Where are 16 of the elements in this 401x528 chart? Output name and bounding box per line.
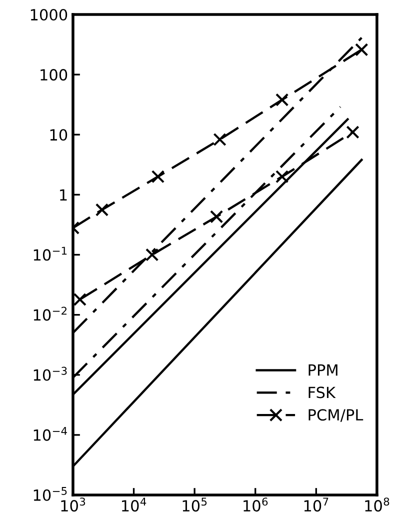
y-tick-label: 10 [50,129,68,141]
y-tick-label: 1 [60,189,67,201]
x-tick-label: 10$^{6}$ [244,498,268,512]
legend-label: FSK [308,386,336,398]
y-tick-label: 10$^{−4}$ [34,426,67,441]
y-tick-label: 10$^{−2}$ [34,306,66,321]
x-tick-label: 10$^{7}$ [304,498,328,512]
x-tick-label: 10$^{8}$ [365,498,390,512]
x-tick-label: 10$^{5}$ [182,498,207,512]
y-tick-label: 100 [40,69,68,81]
legend-label: PCM/PL [308,409,364,422]
y-tick-label: 1000 [30,8,68,21]
y-tick-label: 10$^{−1}$ [34,246,67,261]
legend-label: PPM [308,364,338,376]
x-tick-label: 10$^{4}$ [122,498,146,512]
y-tick-label: 10$^{−3}$ [34,366,67,381]
